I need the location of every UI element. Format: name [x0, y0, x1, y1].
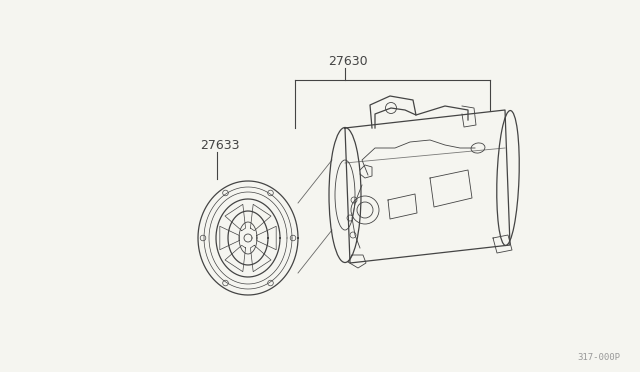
- Text: 317-000P: 317-000P: [577, 353, 620, 362]
- Text: 27630: 27630: [328, 55, 367, 68]
- Text: 27633: 27633: [200, 139, 239, 152]
